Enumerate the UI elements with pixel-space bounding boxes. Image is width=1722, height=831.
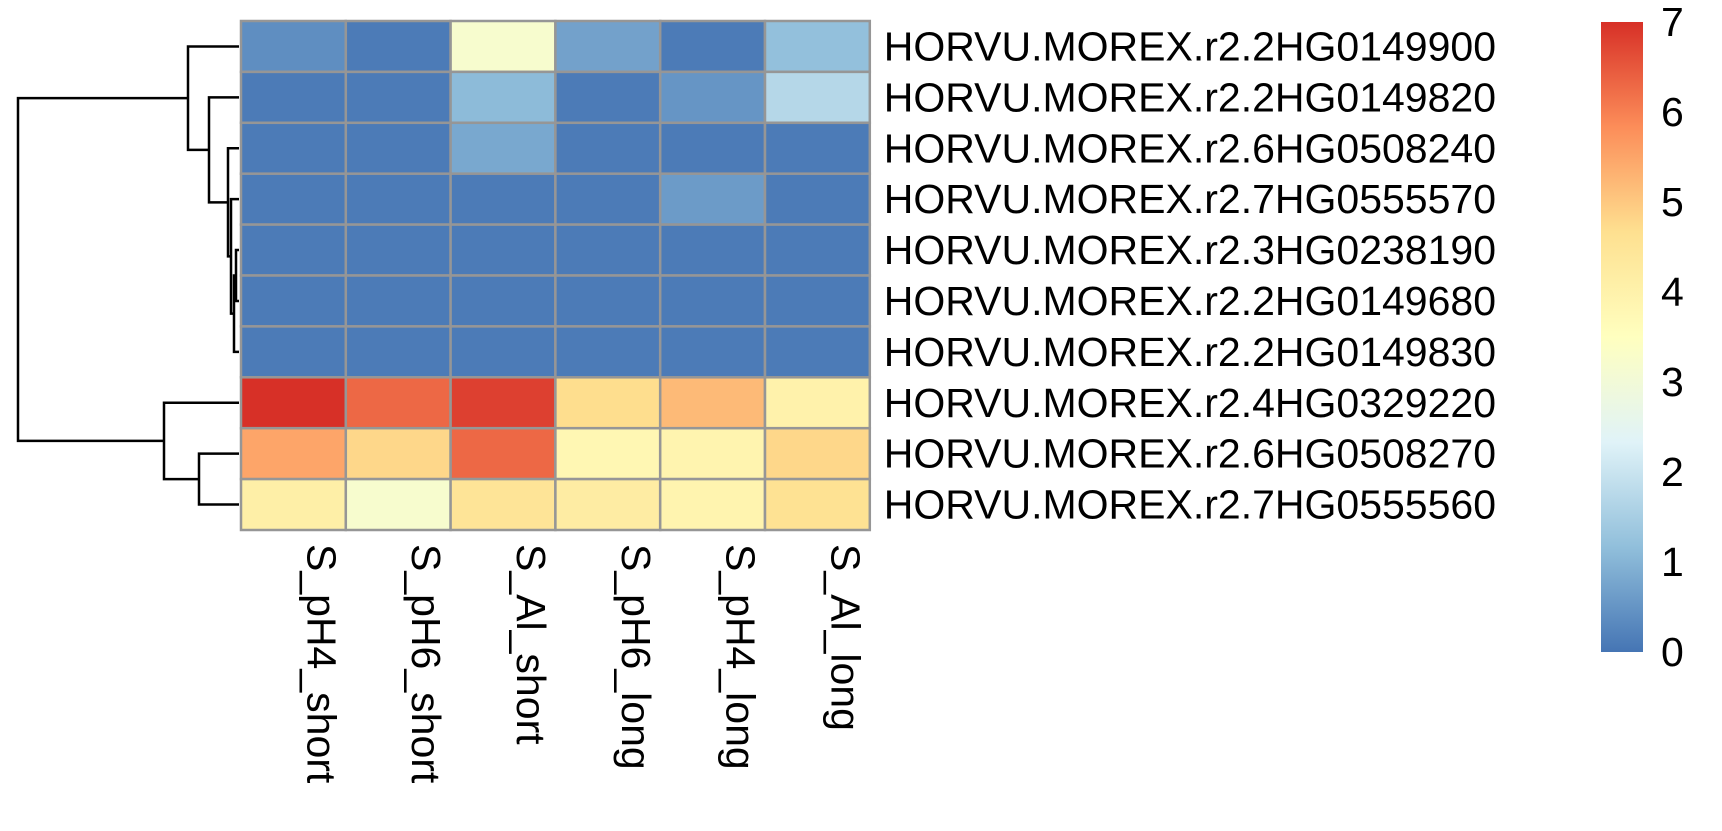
- heatmap-cells: [239, 19, 872, 532]
- legend-tick-label: 3: [1661, 359, 1684, 405]
- heatmap-cell: [554, 70, 662, 125]
- column-label: S_pH6_long: [613, 544, 659, 770]
- legend-tick-label: 6: [1661, 89, 1684, 135]
- heatmap-cell: [763, 121, 872, 175]
- heatmap-cell: [658, 325, 767, 379]
- legend-tick-label: 4: [1661, 269, 1684, 315]
- dendrogram-branch: [16, 96, 188, 443]
- heatmap-cell: [449, 70, 557, 125]
- heatmap-cell: [763, 325, 872, 379]
- row-label: HORVU.MOREX.r2.7HG0555560: [884, 482, 1496, 528]
- heatmap-cell: [449, 477, 557, 532]
- heatmap-cell: [763, 376, 872, 430]
- row-dendrogram: [16, 45, 239, 506]
- heatmap-cell: [658, 172, 767, 226]
- heatmap-cell: [344, 376, 452, 430]
- legend-tick-label: 0: [1661, 629, 1684, 675]
- heatmap-cell: [239, 274, 348, 328]
- legend-tick-label: 1: [1661, 539, 1684, 585]
- heatmap-cell: [344, 426, 452, 481]
- dendrogram-branch: [197, 452, 239, 506]
- heatmap-cell: [239, 325, 348, 379]
- heatmap-cell: [658, 70, 767, 125]
- heatmap-cell: [554, 274, 662, 328]
- heatmap-cell: [449, 325, 557, 379]
- heatmap-cell: [554, 172, 662, 226]
- heatmap-cell: [239, 121, 348, 175]
- column-label: S_Al_short: [508, 544, 554, 745]
- dendrogram-branch: [162, 401, 239, 481]
- heatmap-cell: [554, 426, 662, 481]
- heatmap-cell: [658, 121, 767, 175]
- heatmap-cell: [344, 274, 452, 328]
- heatmap-cell: [658, 274, 767, 328]
- heatmap-cell: [344, 477, 452, 532]
- row-label: HORVU.MOREX.r2.2HG0149680: [884, 278, 1496, 324]
- heatmap-cell: [554, 121, 662, 175]
- heatmap-cell: [763, 19, 872, 74]
- heatmap-cell: [344, 70, 452, 125]
- legend-tick-label: 7: [1661, 0, 1684, 45]
- heatmap-cell: [658, 19, 767, 74]
- heatmap-cell: [658, 223, 767, 277]
- heatmap-cell: [449, 172, 557, 226]
- heatmap-cell: [763, 274, 872, 328]
- heatmap-cell: [344, 223, 452, 277]
- dendrogram-branch: [226, 147, 239, 258]
- row-labels: HORVU.MOREX.r2.2HG0149900 HORVU.MOREX.r2.…: [884, 23, 1496, 527]
- column-labels: S_pH4_short S_pH6_short S_Al_short S_pH6_lo…: [298, 544, 868, 784]
- legend-tick-label: 2: [1661, 449, 1684, 495]
- heatmap-cell: [763, 477, 872, 532]
- heatmap-cell: [239, 70, 348, 125]
- legend-tick-label: 5: [1661, 179, 1684, 225]
- heatmap-cell: [658, 426, 767, 481]
- row-label: HORVU.MOREX.r2.6HG0508270: [884, 431, 1496, 477]
- heatmap-cell: [763, 426, 872, 481]
- row-label: HORVU.MOREX.r2.2HG0149900: [884, 23, 1496, 69]
- row-label: HORVU.MOREX.r2.7HG0555570: [884, 176, 1496, 222]
- heatmap-cell: [449, 376, 557, 430]
- heatmap-cell: [449, 426, 557, 481]
- column-label: S_pH6_short: [403, 544, 449, 784]
- row-label: HORVU.MOREX.r2.4HG0329220: [884, 380, 1496, 426]
- heatmap-cell: [763, 223, 872, 277]
- dendrogram-branch: [234, 248, 239, 303]
- heatmap-cell: [763, 70, 872, 125]
- heatmap-cell: [239, 223, 348, 277]
- row-label: HORVU.MOREX.r2.3HG0238190: [884, 227, 1496, 273]
- color-legend: 0 1 2 3 4 5 6 7: [1601, 0, 1684, 675]
- heatmap-cell: [344, 19, 452, 74]
- color-legend-ticks: 0 1 2 3 4 5 6 7: [1661, 0, 1684, 675]
- heatmap-cell: [449, 121, 557, 175]
- heatmap-cell: [763, 172, 872, 226]
- heatmap-cell: [554, 376, 662, 430]
- heatmap-cell: [239, 19, 348, 74]
- row-label: HORVU.MOREX.r2.2HG0149820: [884, 74, 1496, 120]
- heatmap-cell: [449, 19, 557, 74]
- heatmap-cell: [658, 477, 767, 532]
- heatmap-cell: [239, 172, 348, 226]
- heatmap-cell: [449, 223, 557, 277]
- column-label: S_pH4_long: [718, 544, 764, 770]
- heatmap-cell: [239, 376, 348, 430]
- heatmap-cell: [344, 172, 452, 226]
- heatmap-cell: [554, 477, 662, 532]
- heatmap-cell: [239, 477, 348, 532]
- row-label: HORVU.MOREX.r2.2HG0149830: [884, 329, 1496, 375]
- heatmap-cell: [554, 223, 662, 277]
- heatmap-cell: [658, 376, 767, 430]
- heatmap-cell: [239, 426, 348, 481]
- row-label: HORVU.MOREX.r2.6HG0508240: [884, 125, 1496, 171]
- column-label: S_Al_long: [822, 544, 868, 731]
- column-label: S_pH4_short: [298, 544, 344, 784]
- heatmap-cell: [344, 325, 452, 379]
- color-legend-bar: [1601, 22, 1643, 652]
- heatmap-cell: [344, 121, 452, 175]
- heatmap-cell: [449, 274, 557, 328]
- heatmap-cell: [554, 325, 662, 379]
- heatmap-cell: [554, 19, 662, 74]
- dendrogram-branch: [207, 96, 239, 204]
